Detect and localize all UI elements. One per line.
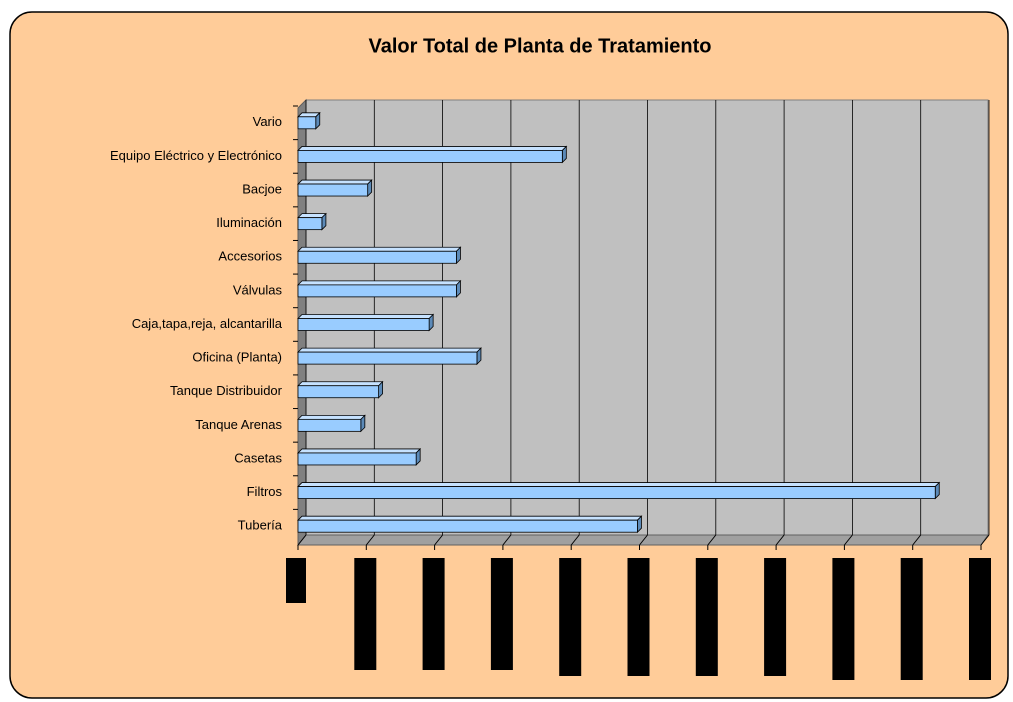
bar-top [297, 246, 462, 252]
bar-top [297, 347, 482, 353]
tick-mark [639, 534, 648, 546]
bar [297, 183, 369, 197]
tick-mark [365, 534, 375, 546]
bar [297, 217, 323, 231]
tick-mark [434, 534, 443, 546]
redacted-tick-label [422, 558, 445, 670]
bar [297, 250, 457, 264]
tick-mark [912, 534, 922, 546]
chart-title: Valor Total de Planta de Tratamiento [368, 35, 711, 57]
redacted-tick-label [286, 558, 306, 603]
bar [297, 486, 936, 499]
bar-top [297, 482, 941, 487]
bar-top [297, 448, 422, 454]
tick-mark [980, 534, 990, 546]
bar [297, 284, 457, 298]
y-tick-label: Casetas [234, 450, 282, 465]
y-tick-label: Filtros [247, 484, 283, 499]
redacted-tick-label [559, 558, 582, 676]
y-tick-label: Tanque Arenas [195, 417, 282, 432]
bar-top [297, 381, 384, 387]
redacted-tick-label [490, 558, 513, 670]
tick-mark [707, 534, 717, 546]
bar [297, 116, 317, 130]
bar-top [297, 179, 373, 185]
bar [297, 452, 417, 466]
y-tick-label: Bacjoe [242, 181, 282, 196]
y-tick-label: Tubería [238, 518, 283, 533]
redacted-tick-label [832, 558, 855, 680]
bar-top [297, 515, 643, 521]
redacted-tick-label [627, 558, 650, 676]
bar [297, 150, 563, 163]
tick-mark [502, 534, 512, 546]
bar [297, 519, 638, 533]
y-tick-label: Válvulas [233, 282, 283, 297]
y-tick-label: Equipo Eléctrico y Electrónico [110, 148, 282, 163]
bar [297, 351, 478, 365]
y-tick-label: Tanque Distribuidor [170, 383, 283, 398]
bar-top [297, 414, 366, 420]
y-tick-label: Oficina (Planta) [192, 350, 282, 365]
y-tick-label: Caja,tapa,reja, alcantarilla [132, 316, 283, 331]
y-tick-label: Iluminación [216, 215, 282, 230]
redacted-tick-label [969, 558, 991, 680]
redacted-tick-label [695, 558, 718, 676]
y-tick-label: Vario [253, 114, 282, 129]
y-tick-label: Accesorios [218, 249, 282, 264]
redacted-tick-label [900, 558, 923, 680]
redacted-tick-label [764, 558, 787, 676]
bar-top [297, 213, 327, 219]
bar-top [297, 280, 462, 286]
tick-mark [844, 534, 853, 546]
bar [297, 385, 379, 399]
tick-mark [775, 534, 785, 546]
tick-mark [297, 534, 307, 546]
bar-top [297, 146, 568, 151]
bar-top [297, 314, 435, 319]
tick-mark [570, 534, 580, 546]
bar [297, 318, 430, 331]
bar [297, 418, 362, 432]
redacted-tick-label [354, 558, 377, 670]
